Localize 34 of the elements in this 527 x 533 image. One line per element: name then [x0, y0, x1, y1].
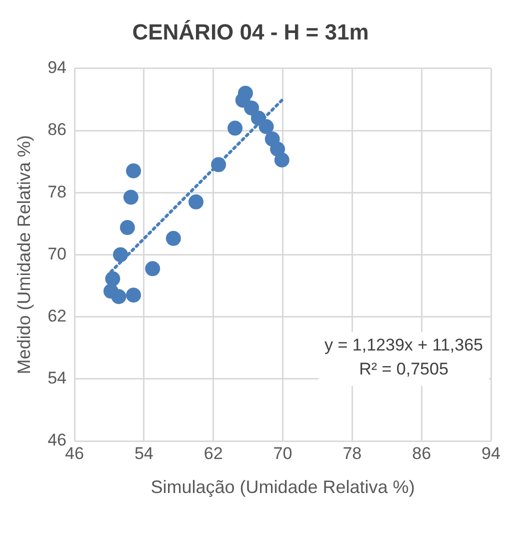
- point: [111, 289, 126, 304]
- x-tick-label: 94: [482, 444, 500, 463]
- point: [145, 261, 160, 276]
- point: [188, 194, 204, 210]
- x-tick-label: 70: [273, 444, 292, 463]
- point: [126, 288, 142, 303]
- point: [126, 163, 142, 178]
- y-tick-label: 70: [48, 244, 67, 264]
- point: [244, 100, 260, 116]
- annotation: R² = 0,7505: [359, 360, 448, 379]
- x-tick-label: 78: [342, 444, 362, 463]
- y-tick-label: 94: [48, 58, 67, 78]
- chart-title: CENÁRIO 04 - H = 31m: [132, 19, 369, 44]
- point: [123, 190, 138, 205]
- x-tick-label: 62: [204, 444, 223, 463]
- x-tick-label: 86: [412, 444, 432, 463]
- annotation: y = 1,1239x + 11,365: [324, 336, 484, 355]
- y-axis-title: Medido (Umidade Relativa %): [14, 135, 34, 374]
- point: [120, 220, 135, 236]
- x-tick-label: 46: [65, 444, 84, 463]
- y-tick-label: 78: [48, 182, 67, 202]
- point: [228, 120, 243, 136]
- y-tick-label: 62: [48, 306, 67, 326]
- x-tick-label: 54: [134, 444, 154, 463]
- y-tick-label: 54: [48, 368, 67, 388]
- y-tick-label: 86: [48, 120, 67, 140]
- point: [258, 119, 274, 134]
- y-tick-label: 46: [48, 430, 67, 450]
- point: [166, 230, 181, 246]
- point: [211, 157, 226, 172]
- point: [274, 152, 290, 168]
- x-axis-title: Simulação (Umidade Relativa %): [150, 477, 415, 498]
- point: [112, 247, 128, 262]
- point: [105, 271, 120, 286]
